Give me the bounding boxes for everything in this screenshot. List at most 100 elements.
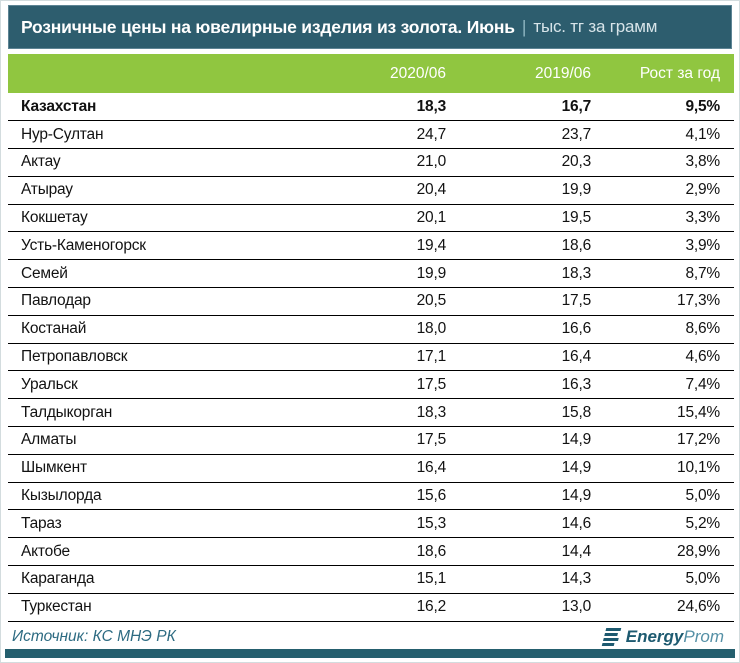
city-cell: Алматы	[8, 426, 339, 455]
value-2019-cell: 19,5	[446, 204, 591, 233]
city-cell: Уральск	[8, 370, 339, 400]
city-cell: Кокшетау	[8, 204, 339, 233]
city-cell: Талдыкорган	[8, 398, 339, 428]
value-2020-cell: 21,0	[339, 148, 446, 177]
title-unit: тыс. тг за грамм	[533, 17, 658, 36]
table-row: Костанай 18,0 16,6 8,6%	[8, 315, 734, 344]
value-2019-cell: 18,6	[446, 231, 591, 261]
table-row: Усть-Каменогорск 19,4 18,6 3,9%	[8, 231, 734, 261]
price-table: 2020/06 2019/06 Рост за год Казахстан 18,…	[8, 54, 734, 622]
column-header-2019: 2019/06	[534, 64, 591, 82]
value-2019-cell: 16,7	[446, 93, 591, 122]
value-2020-cell: 20,5	[339, 287, 446, 316]
table-row: Павлодар 20,5 17,5 17,3%	[8, 287, 734, 316]
table-header: 2020/06 2019/06 Рост за год	[8, 54, 734, 93]
growth-cell: 3,3%	[591, 204, 734, 233]
table-row: Петропавловск 17,1 16,4 4,6%	[8, 343, 734, 372]
table-row: Шымкент 16,4 14,9 10,1%	[8, 454, 734, 483]
title-bar: Розничные цены на ювелирные изделия из з…	[8, 5, 732, 49]
header-row: 2020/06 2019/06 Рост за год	[8, 54, 734, 93]
city-cell: Атырау	[8, 176, 339, 205]
city-cell: Актобе	[8, 537, 339, 567]
growth-cell: 8,6%	[591, 315, 734, 344]
table-row: Туркестан 16,2 13,0 24,6%	[8, 593, 734, 622]
value-2020-cell: 20,4	[339, 176, 446, 205]
value-2020-cell: 16,2	[339, 593, 446, 622]
table-row: Нур-Султан 24,7 23,7 4,1%	[8, 120, 734, 150]
city-cell: Петропавловск	[8, 343, 339, 372]
table-row: Казахстан 18,3 16,7 9,5%	[8, 93, 734, 122]
city-cell: Тараз	[8, 509, 339, 539]
growth-cell: 3,8%	[591, 148, 734, 177]
value-2020-cell: 19,9	[339, 259, 446, 289]
city-cell: Кызылорда	[8, 482, 339, 511]
logo-text-energy: Energy	[625, 626, 684, 646]
value-2019-cell: 14,4	[446, 537, 591, 567]
value-2019-cell: 19,9	[446, 176, 591, 205]
value-2020-cell: 20,1	[339, 204, 446, 233]
city-cell: Павлодар	[8, 287, 339, 316]
value-2020-cell: 17,5	[339, 426, 446, 455]
city-cell: Казахстан	[8, 93, 339, 122]
energyprom-logo-icon	[599, 627, 624, 647]
growth-cell: 9,5%	[591, 93, 734, 122]
value-2020-cell: 15,3	[339, 509, 446, 539]
value-2019-cell: 14,9	[446, 482, 591, 511]
city-cell: Туркестан	[8, 593, 339, 622]
growth-cell: 10,1%	[591, 454, 734, 483]
source-note: Источник: КС МНЭ РК	[12, 627, 176, 645]
value-2020-cell: 15,6	[339, 482, 446, 511]
value-2019-cell: 17,5	[446, 287, 591, 316]
value-2019-cell: 16,3	[446, 370, 591, 400]
growth-cell: 17,3%	[591, 287, 734, 316]
column-header-2020: 2020/06	[389, 64, 446, 82]
value-2020-cell: 18,3	[339, 398, 446, 428]
growth-cell: 8,7%	[591, 259, 734, 289]
page-title: Розничные цены на ювелирные изделия из з…	[21, 16, 515, 37]
city-cell: Костанай	[8, 315, 339, 344]
value-2020-cell: 19,4	[339, 231, 446, 261]
value-2019-cell: 16,4	[446, 343, 591, 372]
city-cell: Шымкент	[8, 454, 339, 483]
value-2019-cell: 14,3	[446, 565, 591, 594]
growth-cell: 24,6%	[591, 593, 734, 622]
bottom-bar	[5, 649, 735, 658]
price-table-wrapper: 2020/06 2019/06 Рост за год Казахстан 18,…	[8, 54, 734, 622]
value-2019-cell: 16,6	[446, 315, 591, 344]
city-cell: Нур-Султан	[8, 120, 339, 150]
city-cell: Усть-Каменогорск	[8, 231, 339, 261]
value-2019-cell: 20,3	[446, 148, 591, 177]
logo-text-prom: Prom	[683, 626, 724, 646]
city-cell: Караганда	[8, 565, 339, 594]
table-row: Кызылорда 15,6 14,9 5,0%	[8, 482, 734, 511]
value-2019-cell: 14,6	[446, 509, 591, 539]
growth-cell: 17,2%	[591, 426, 734, 455]
value-2019-cell: 15,8	[446, 398, 591, 428]
growth-cell: 7,4%	[591, 370, 734, 400]
table-row: Уральск 17,5 16,3 7,4%	[8, 370, 734, 400]
value-2019-cell: 23,7	[446, 120, 591, 150]
title-separator: |	[521, 16, 527, 37]
value-2020-cell: 18,6	[339, 537, 446, 567]
value-2019-cell: 13,0	[446, 593, 591, 622]
growth-cell: 5,2%	[591, 509, 734, 539]
value-2019-cell: 18,3	[446, 259, 591, 289]
footer: Источник: КС МНЭ РК Energy Prom	[8, 622, 732, 651]
table-row: Актобе 18,6 14,4 28,9%	[8, 537, 734, 567]
value-2020-cell: 17,1	[339, 343, 446, 372]
table-row: Атырау 20,4 19,9 2,9%	[8, 176, 734, 205]
value-2020-cell: 18,3	[339, 93, 446, 122]
value-2020-cell: 16,4	[339, 454, 446, 483]
table-row: Талдыкорган 18,3 15,8 15,4%	[8, 398, 734, 428]
growth-cell: 3,9%	[591, 231, 734, 261]
value-2020-cell: 17,5	[339, 370, 446, 400]
table-row: Актау 21,0 20,3 3,8%	[8, 148, 734, 177]
city-cell: Актау	[8, 148, 339, 177]
table-row: Тараз 15,3 14,6 5,2%	[8, 509, 734, 539]
growth-cell: 15,4%	[591, 398, 734, 428]
energyprom-logo: Energy Prom	[599, 626, 732, 647]
value-2020-cell: 18,0	[339, 315, 446, 344]
growth-cell: 28,9%	[591, 537, 734, 567]
value-2020-cell: 24,7	[339, 120, 446, 150]
